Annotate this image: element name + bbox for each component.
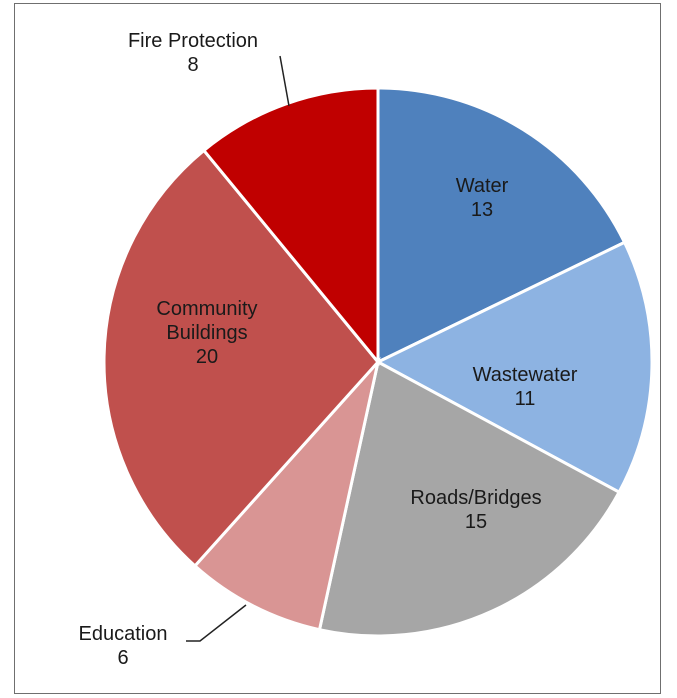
slice-label-wastewater: Wastewater 11 (473, 364, 578, 410)
slice-value-label: 8 (187, 54, 198, 76)
leader-lines (186, 55, 290, 642)
pie-slice-wastewater (374, 240, 654, 495)
slice-value-label: 15 (465, 511, 487, 533)
pie-slice-fire-protection (201, 86, 380, 367)
slice-name-label: Buildings (166, 322, 247, 344)
leader-line-fire-protection (279, 55, 290, 107)
slice-label-roads-bridges: Roads/Bridges 15 (410, 487, 541, 533)
slice-name-label: Wastewater (473, 364, 578, 386)
slice-label-community-buildings: Community Buildings 20 (156, 298, 257, 368)
pie-slice-roads-bridges (317, 359, 622, 638)
slice-name-label: Water (456, 175, 509, 197)
slice-value-label: 20 (196, 346, 218, 368)
pie-slice-community-buildings (102, 148, 380, 568)
pie-slice-education (192, 356, 381, 632)
pie-slices (102, 86, 654, 638)
slice-label-water: Water 13 (456, 175, 509, 221)
slice-name-label: Fire Protection (128, 30, 258, 52)
slice-name-label: Education (79, 623, 168, 645)
slice-value-label: 13 (471, 199, 493, 221)
slice-name-label: Roads/Bridges (410, 487, 541, 509)
slice-name-label: Community (156, 298, 257, 320)
slice-value-label: 6 (117, 647, 128, 669)
pie-slice-water (376, 86, 627, 365)
slice-value-label: 11 (515, 388, 536, 410)
leader-line-education (186, 604, 247, 642)
slice-labels: Water 13 Wastewater 11 Roads/Bridges 15 Educat… (79, 30, 578, 669)
slice-label-education: Education 6 (79, 623, 168, 669)
slice-label-fire-protection: Fire Protection 8 (128, 30, 258, 76)
